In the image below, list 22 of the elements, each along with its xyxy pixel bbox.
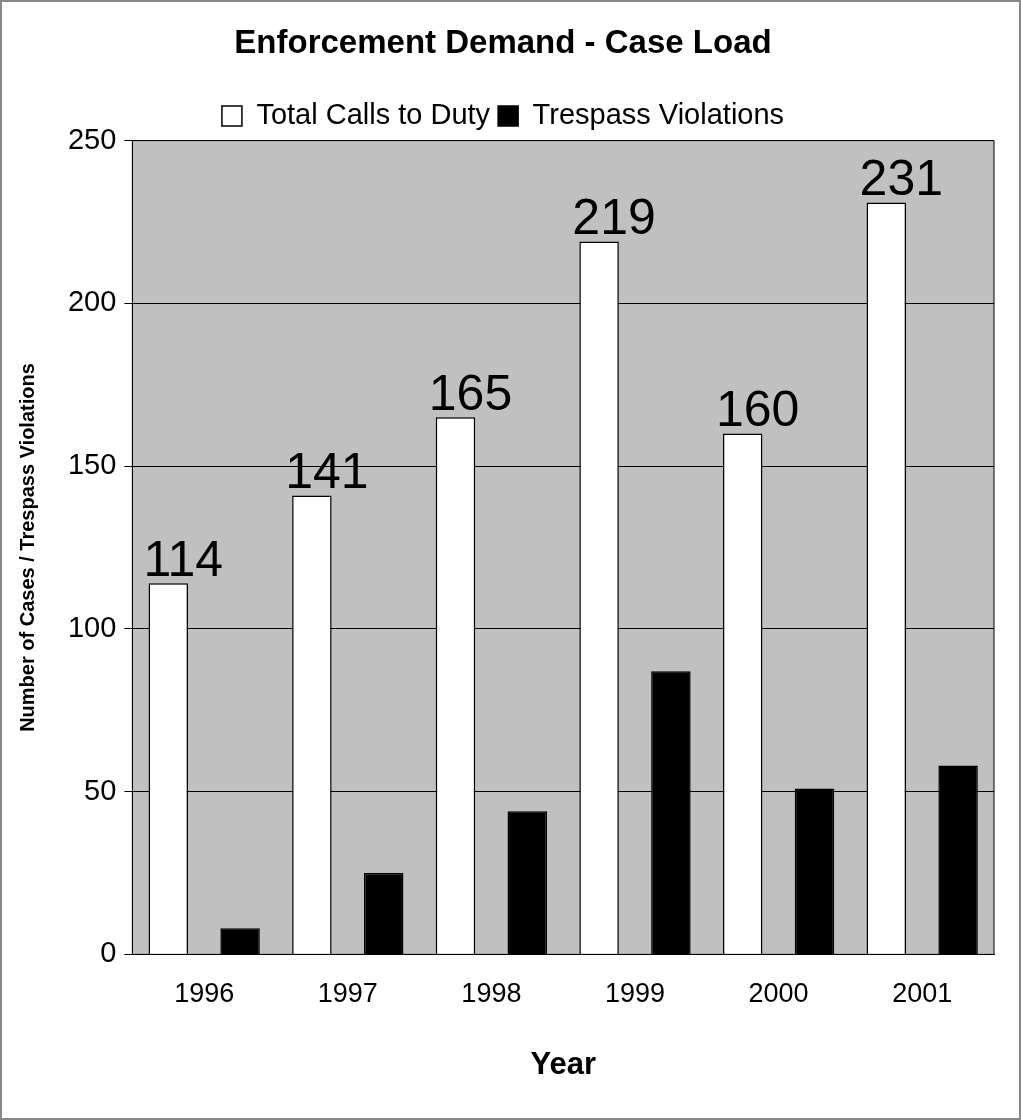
- legend-label: Total Calls to Duty: [256, 98, 491, 131]
- data-label: 219: [572, 189, 656, 246]
- x-tick-label: 1998: [461, 978, 522, 1009]
- x-tick-label: 2000: [748, 978, 809, 1009]
- y-tick-label: 100: [67, 610, 117, 643]
- data-label: 231: [859, 150, 944, 207]
- x-tick-label: 2001: [892, 978, 953, 1009]
- chart-title: Enforcement Demand - Case Load: [234, 22, 772, 60]
- data-label: 160: [715, 381, 800, 438]
- y-axis-title: Number of Cases / Trespass Violations: [15, 363, 38, 732]
- y-tick-label: 0: [100, 936, 117, 969]
- x-axis-title: Year: [530, 1045, 596, 1081]
- x-tick-label: 1996: [174, 978, 235, 1009]
- x-tick-label: 1997: [317, 978, 378, 1009]
- y-tick-label: 250: [67, 122, 117, 155]
- x-tick-label: 1999: [604, 978, 666, 1009]
- data-label: 165: [428, 365, 513, 422]
- legend-label: Trespass Violations: [532, 98, 785, 131]
- data-label: 114: [143, 531, 224, 588]
- y-tick-label: 150: [67, 448, 117, 481]
- y-tick-label: 50: [84, 773, 117, 806]
- y-tick-label: 200: [67, 285, 117, 318]
